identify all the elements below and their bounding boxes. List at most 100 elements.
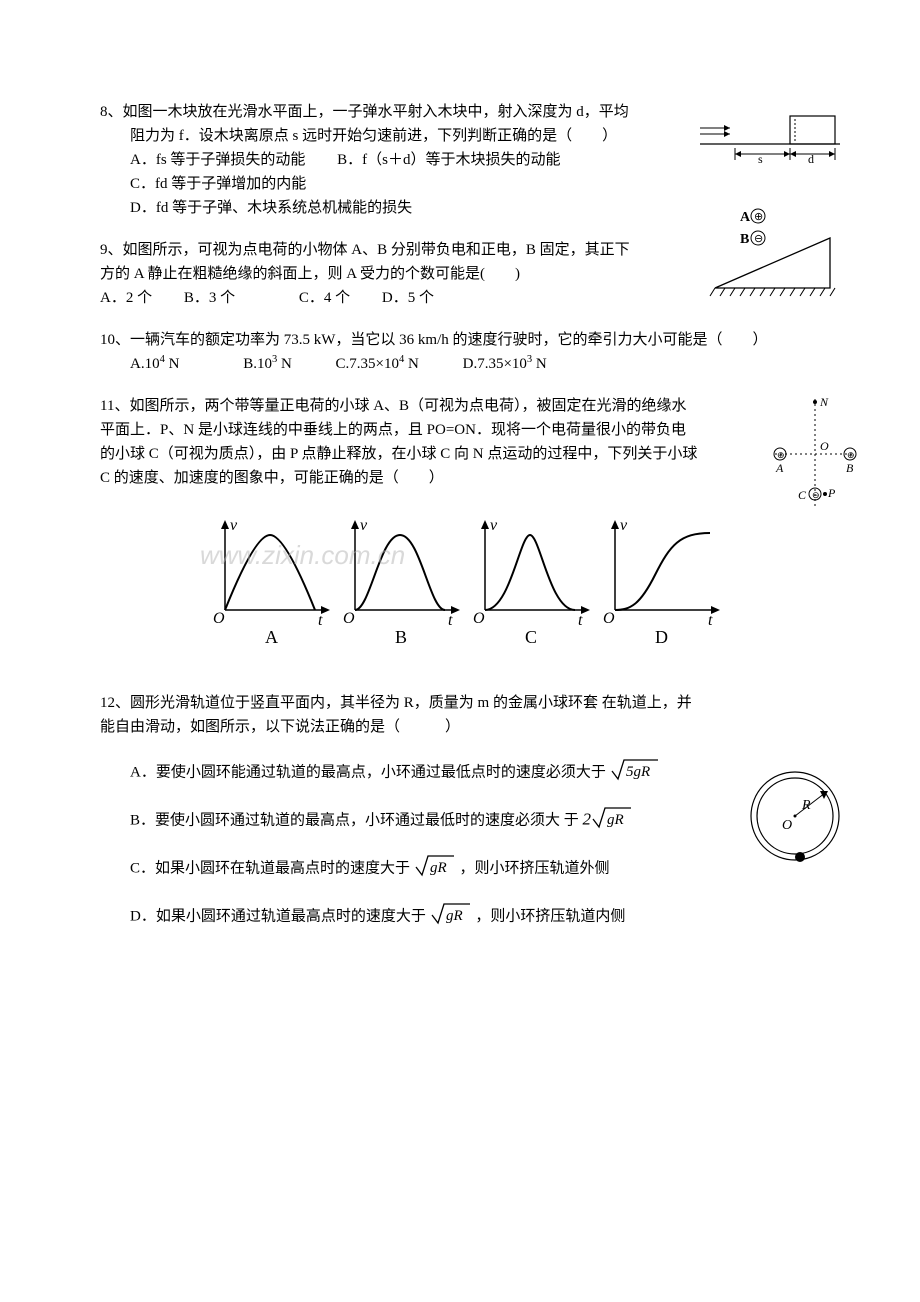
question-8: s d 8、如图一木块放在光滑水平面上，一子弹水平射入木块中，射入深度为 d，平… (100, 100, 820, 220)
q9-optB: B．3 个 (184, 286, 235, 310)
q12-optC-sqrt-inner: gR (430, 860, 447, 876)
chartA-O: O (213, 610, 225, 627)
q8-number: 8、 (100, 104, 123, 120)
q11-Aplus: ⊕ (777, 450, 785, 460)
q9-stem1: 如图所示，可视为点电荷的小物体 A、B 分别带负电和正电，B 固定，其正下 (123, 242, 630, 258)
chartC-label: C (525, 627, 537, 647)
q12-optD-pre: D．如果小圆环通过轨道最高点时的速度大于 (130, 908, 426, 924)
chartA-v: v (230, 517, 238, 534)
q11-Bplus: ⊕ (847, 450, 855, 460)
q8-s-label: s (758, 152, 763, 166)
q8-stem1: 如图一木块放在光滑水平面上，一子弹水平射入木块中，射入深度为 d，平均 (123, 104, 629, 120)
q12-optB: B．要使小圆环通过轨道的最高点，小环通过最低时的速度必须大 于 2 gR (100, 805, 820, 837)
q10-optB: B.103 N (243, 352, 292, 376)
q12-stem1: 圆形光滑轨道位于竖直平面内，其半径为 R，质量为 m 的金属小球环套 在轨道上，… (130, 695, 692, 711)
q12-optB-sqrt-inner: gR (607, 812, 624, 828)
chartB-v: v (360, 517, 368, 534)
q8-d-label: d (808, 152, 814, 166)
q11-charts-wrap: www.zixin.com.cn v O t A v (100, 515, 820, 673)
q10-optA-pre: A.10 (130, 356, 160, 372)
q10-optD-post: N (532, 356, 547, 372)
q10-optC: C.7.35×104 N (336, 352, 419, 376)
chartD-v: v (620, 517, 628, 534)
q10-number: 10、 (100, 332, 130, 348)
q9-B-label: B (740, 232, 749, 247)
chartB-label: B (395, 627, 407, 647)
q11-charts-svg: v O t A v O t B (200, 515, 720, 665)
chartC-t: t (578, 612, 583, 629)
q11-stem1: 如图所示，两个带等量正电荷的小球 A、B（可视为点电荷），被固定在光滑的绝缘水 (129, 398, 686, 414)
question-11: N O ⊕ A ⊕ B ⊖ C P 11、如图所示，两个带等量正电荷的小球 A、… (100, 394, 820, 673)
q11-N: N (819, 395, 829, 409)
q12-number: 12、 (100, 695, 130, 711)
q12-optD-post: ，则小环挤压轨道内侧 (475, 908, 625, 924)
q10-stem: 一辆汽车的额定功率为 73.5 kW，当它以 36 km/h 的速度行驶时，它的… (130, 332, 768, 348)
q12-optD-sqrt-inner: gR (446, 908, 463, 924)
q9-stem2: 方的 A 静止在粗糙绝缘的斜面上，则 A 受力的个数可能是( ) (100, 266, 520, 282)
q9-svg: ⊕ A ⊖ B (690, 208, 840, 303)
q11-P: P (827, 486, 836, 500)
q11-stem2: 平面上．P、N 是小球连线的中垂线上的两点，且 PO=ON．现将一个电荷量很小的… (100, 422, 686, 438)
q9-A-label: A (740, 210, 751, 225)
q12-optB-pre: B．要使小圆环通过轨道的最高点，小环通过最低时的速度必须大 于 (130, 812, 579, 828)
question-10: 10、一辆汽车的额定功率为 73.5 kW，当它以 36 km/h 的速度行驶时… (100, 328, 820, 376)
q9-number: 9、 (100, 242, 123, 258)
q8-figure: s d (700, 106, 840, 174)
q9-optD: D．5 个 (382, 286, 434, 310)
chartC-v: v (490, 517, 498, 534)
q10-optD: D.7.35×103 N (463, 352, 547, 376)
q10-optC-post: N (404, 356, 419, 372)
q12-optA-sqrt-inner: 5gR (626, 764, 650, 780)
q8-stem2: 阻力为 f．设木块离原点 s 远时开始匀速前进，下列判断正确的是（ ） (100, 128, 617, 144)
q12-optD-sqrt: gR (430, 901, 472, 933)
chartD-label: D (655, 627, 668, 647)
q10-optB-post: N (277, 356, 292, 372)
q12-O: O (782, 818, 792, 833)
q10-optB-pre: B.10 (243, 356, 272, 372)
q9-A-sign: ⊕ (754, 211, 763, 223)
q12-R: R (801, 798, 811, 813)
q12-optC: C．如果小圆环在轨道最高点时的速度大于 gR ，则小环挤压轨道外侧 (100, 853, 820, 885)
q12-optA-sqrt: 5gR (610, 757, 660, 789)
q12-optA: A．要使小圆环能通过轨道的最高点，小环通过最低点时的速度必须大于 5gR (100, 757, 820, 789)
question-12: R O 12、圆形光滑轨道位于竖直平面内，其半径为 R，质量为 m 的金属小球环… (100, 691, 820, 933)
q12-figure: R O (740, 761, 850, 879)
chartB-t: t (448, 612, 453, 629)
q10-choices: A.104 N B.103 N C.7.35×104 N D.7.35×103 … (100, 352, 820, 376)
q11-A: A (775, 461, 784, 475)
q11-Cminus: ⊖ (812, 490, 820, 500)
q12-optC-sqrt: gR (414, 853, 456, 885)
q12-optC-post: ，则小环挤压轨道外侧 (460, 860, 610, 876)
q12-optA-pre: A．要使小圆环能通过轨道的最高点，小环通过最低点时的速度必须大于 (130, 764, 606, 780)
q11-C: C (798, 488, 807, 502)
q10-optA-post: N (165, 356, 180, 372)
question-9: ⊕ A ⊖ B 9、如图所示，可视为点电荷的小物体 A、B 分别带负电和正电，B… (100, 238, 820, 310)
q11-stem4: C 的速度、加速度的图象中，可能正确的是（ ） (100, 470, 444, 486)
chartC-O: O (473, 610, 485, 627)
q10-optA: A.104 N (130, 352, 179, 376)
q9-B-sign: ⊖ (754, 233, 763, 245)
q11-O: O (820, 439, 829, 453)
q11-number: 11、 (100, 398, 129, 414)
q10-optC-pre: C.7.35×10 (336, 356, 399, 372)
chartA-t: t (318, 612, 323, 629)
q12-optC-pre: C．如果小圆环在轨道最高点时的速度大于 (130, 860, 410, 876)
q12-svg: R O (740, 761, 850, 871)
q12-optB-coef: 2 (583, 809, 592, 828)
q11-right-svg: N O ⊕ A ⊕ B ⊖ C P (770, 394, 860, 514)
q8-svg: s d (700, 106, 840, 166)
q8-line-c: C．fd 等于子弹增加的内能 (100, 172, 820, 196)
q9-optC: C．4 个 (299, 286, 350, 310)
q9-optA: A．2 个 (100, 286, 152, 310)
q12-stem2: 能自由滑动，如图所示，以下说法正确的是（ ） (100, 719, 460, 735)
q9-figure: ⊕ A ⊖ B (690, 208, 840, 311)
q12-optD: D．如果小圆环通过轨道最高点时的速度大于 gR ，则小环挤压轨道内侧 (100, 901, 820, 933)
q10-optD-pre: D.7.35×10 (463, 356, 527, 372)
q12-optB-sqrt: gR (591, 805, 633, 837)
q11-figure-right: N O ⊕ A ⊕ B ⊖ C P (770, 394, 860, 522)
chartB-O: O (343, 610, 355, 627)
chartD-t: t (708, 612, 713, 629)
q8-optA: A．fs 等于子弹损失的动能 (130, 148, 305, 172)
chartA-label: A (265, 627, 278, 647)
q11-stem3: 的小球 C（可视为质点），由 P 点静止释放，在小球 C 向 N 点运动的过程中… (100, 446, 697, 462)
